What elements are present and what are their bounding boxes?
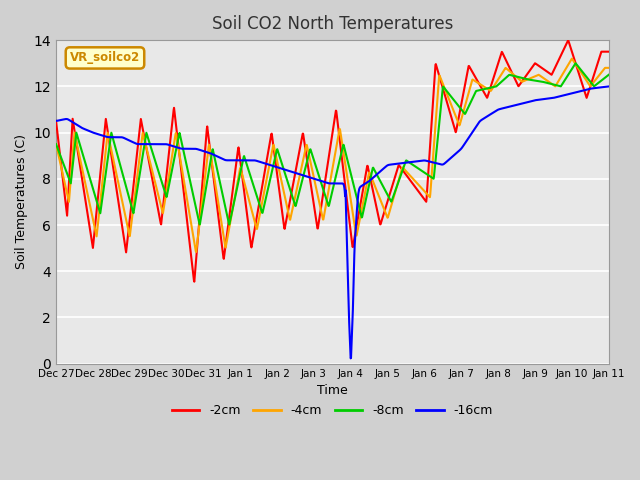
Legend: -2cm, -4cm, -8cm, -16cm: -2cm, -4cm, -8cm, -16cm <box>166 399 498 422</box>
Text: VR_soilco2: VR_soilco2 <box>70 51 140 64</box>
Title: Soil CO2 North Temperatures: Soil CO2 North Temperatures <box>212 15 453 33</box>
X-axis label: Time: Time <box>317 384 348 397</box>
Y-axis label: Soil Temperatures (C): Soil Temperatures (C) <box>15 134 28 269</box>
